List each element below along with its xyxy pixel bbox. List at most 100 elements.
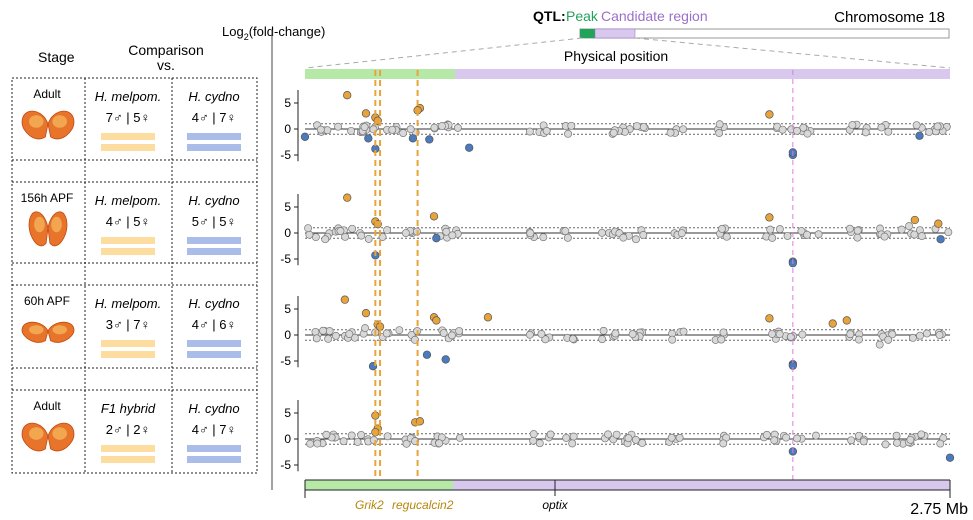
y-tick-label: 5 bbox=[284, 302, 291, 316]
data-point-neutral bbox=[798, 330, 807, 339]
left-sample-counts: 3♂ | 7♀ bbox=[106, 317, 151, 332]
data-point-down bbox=[465, 143, 474, 152]
wing-spot bbox=[34, 216, 45, 233]
data-point-neutral bbox=[347, 126, 356, 135]
wing-spot bbox=[52, 325, 67, 335]
data-point-neutral bbox=[313, 439, 322, 448]
wing-spot bbox=[29, 325, 44, 335]
y-axis-label: Log2(fold-change) bbox=[222, 24, 325, 42]
data-point-neutral bbox=[604, 430, 612, 439]
data-point-neutral bbox=[897, 225, 906, 234]
gene-lines bbox=[374, 70, 794, 480]
data-point-neutral bbox=[357, 430, 366, 439]
data-point-neutral bbox=[797, 227, 806, 235]
data-point-neutral bbox=[323, 126, 332, 135]
data-point-up bbox=[361, 109, 371, 118]
left-color-bar bbox=[101, 340, 155, 347]
data-point-neutral bbox=[811, 431, 820, 440]
peak-track-bottom bbox=[305, 480, 453, 490]
data-point-neutral bbox=[775, 225, 784, 234]
data-point-neutral bbox=[910, 230, 919, 239]
data-point-neutral bbox=[881, 440, 890, 449]
data-point-neutral bbox=[348, 224, 357, 233]
right-sample-counts: 4♂ | 7♀ bbox=[192, 110, 237, 125]
butterfly-icon bbox=[28, 211, 68, 247]
data-point-neutral bbox=[722, 232, 731, 241]
data-point-neutral bbox=[803, 129, 812, 138]
data-point-neutral bbox=[568, 439, 577, 448]
data-point-neutral bbox=[539, 233, 548, 242]
data-point-neutral bbox=[917, 232, 926, 241]
data-point-neutral bbox=[786, 332, 795, 341]
data-point-neutral bbox=[679, 327, 688, 336]
data-point-down bbox=[432, 234, 441, 243]
candidate-region-label: Candidate region bbox=[601, 8, 708, 24]
data-point-neutral bbox=[668, 335, 677, 344]
y-tick-label: -5 bbox=[280, 354, 291, 368]
data-point-neutral bbox=[599, 326, 608, 335]
right-color-bar bbox=[187, 133, 241, 140]
data-point-neutral bbox=[561, 227, 570, 236]
data-point-neutral bbox=[936, 439, 945, 448]
data-point-neutral bbox=[853, 226, 862, 235]
data-point-neutral bbox=[339, 437, 348, 446]
data-point-neutral bbox=[631, 235, 640, 244]
data-point-neutral bbox=[316, 125, 325, 134]
data-point-neutral bbox=[719, 439, 728, 448]
panel: -5 0 5 bbox=[280, 193, 953, 268]
data-point-neutral bbox=[905, 222, 914, 231]
data-point-neutral bbox=[598, 228, 606, 237]
data-point-neutral bbox=[542, 126, 551, 135]
data-point-neutral bbox=[715, 129, 724, 137]
data-point-neutral bbox=[912, 121, 921, 130]
left-color-bar bbox=[101, 144, 155, 151]
y-tick-label: 5 bbox=[284, 96, 291, 110]
data-point-neutral bbox=[406, 125, 415, 134]
data-point-neutral bbox=[525, 330, 534, 339]
y-tick-label: 0 bbox=[284, 432, 291, 446]
data-point-neutral bbox=[775, 330, 784, 339]
data-point-neutral bbox=[719, 328, 728, 337]
data-point-neutral bbox=[624, 434, 633, 443]
data-point-neutral bbox=[541, 335, 550, 344]
data-point-neutral bbox=[888, 330, 897, 339]
data-point-up bbox=[842, 316, 851, 325]
right-color-bar bbox=[187, 248, 241, 255]
data-point-neutral bbox=[435, 439, 444, 448]
y-tick-label: -5 bbox=[280, 148, 291, 162]
data-point-neutral bbox=[944, 228, 953, 237]
data-point-neutral bbox=[628, 330, 637, 339]
comparison-table: Stage Comparison vs. Adult H. melpom. 7♂ |… bbox=[11, 42, 258, 474]
zoom-line-left bbox=[304, 37, 583, 69]
data-point-neutral bbox=[893, 438, 901, 447]
comparison-header: Comparison bbox=[128, 42, 203, 58]
data-point-neutral bbox=[847, 436, 856, 445]
data-point-neutral bbox=[933, 122, 942, 131]
left-species-label: H. melpom. bbox=[95, 89, 161, 104]
data-point-neutral bbox=[908, 333, 917, 342]
data-point-neutral bbox=[861, 128, 870, 137]
physical-position-label: Physical position bbox=[564, 48, 668, 64]
data-point-neutral bbox=[814, 230, 823, 239]
data-point-neutral bbox=[319, 326, 328, 335]
data-point-neutral bbox=[638, 439, 647, 447]
data-point-neutral bbox=[439, 329, 448, 337]
data-point-neutral bbox=[569, 334, 577, 343]
data-point-up bbox=[340, 295, 350, 304]
right-color-bar bbox=[187, 144, 241, 151]
data-point-neutral bbox=[526, 229, 535, 238]
data-point-neutral bbox=[892, 431, 901, 440]
data-point-neutral bbox=[782, 433, 791, 442]
left-color-bar bbox=[101, 445, 155, 452]
right-sample-counts: 4♂ | 6♀ bbox=[192, 317, 237, 332]
butterfly-icon bbox=[21, 321, 75, 343]
data-point-neutral bbox=[639, 231, 648, 239]
data-point-neutral bbox=[718, 224, 726, 233]
data-point-neutral bbox=[324, 334, 333, 343]
data-point-neutral bbox=[877, 123, 886, 132]
data-point-neutral bbox=[717, 335, 726, 344]
data-point-neutral bbox=[334, 122, 343, 131]
right-species-label: H. cydno bbox=[188, 296, 239, 311]
left-color-bar bbox=[101, 133, 155, 140]
candidate-track-bottom bbox=[453, 480, 950, 490]
